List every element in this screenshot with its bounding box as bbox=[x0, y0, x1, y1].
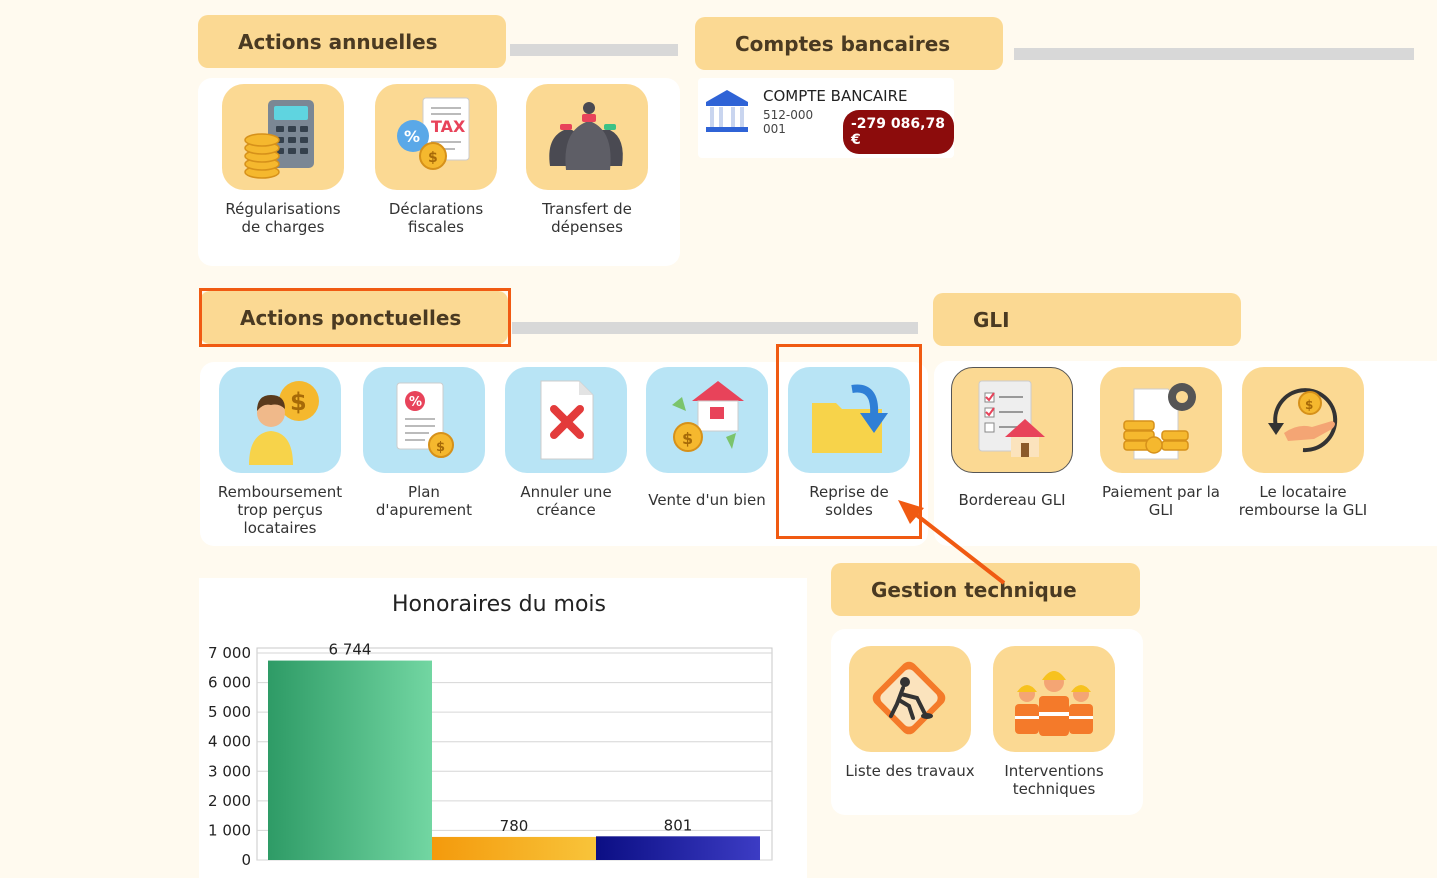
balance-badge: -279 086,78 € bbox=[843, 110, 954, 154]
y-tick-label: 2 000 bbox=[208, 792, 251, 810]
section-title: Actions annuelles bbox=[238, 29, 438, 54]
highlight-oneoff-header bbox=[199, 288, 511, 347]
tile-reprise-soldes[interactable]: Reprise de soldes bbox=[784, 367, 914, 519]
calculator-coins-icon bbox=[222, 84, 344, 190]
svg-text:$: $ bbox=[436, 440, 445, 455]
svg-text:$: $ bbox=[682, 429, 693, 448]
bank-account-card[interactable]: COMPTE BANCAIRE 512-000001 -279 086,78 € bbox=[698, 78, 954, 158]
section-header-tech: Gestion technique bbox=[831, 563, 1140, 616]
svg-text:$: $ bbox=[1305, 398, 1313, 412]
svg-text:$: $ bbox=[290, 388, 307, 416]
y-tick-label: 1 000 bbox=[208, 821, 251, 839]
folder-arrow-icon bbox=[788, 367, 910, 473]
tile-label: Remboursement trop perçus locataires bbox=[217, 483, 343, 537]
tile-transfert-depenses[interactable]: Transfert de dépenses bbox=[522, 84, 652, 236]
highlight-reprise-soldes bbox=[776, 344, 922, 539]
tile-label: Plan d'apurement bbox=[375, 483, 473, 519]
tile-locataire-rembourse-gli[interactable]: $ Le locataire rembourse la GLI bbox=[1237, 367, 1369, 519]
section-header-gli: GLI bbox=[933, 293, 1241, 346]
tax-document-icon: TAX % $ bbox=[375, 84, 497, 190]
svg-text:$: $ bbox=[428, 150, 438, 166]
tile-label: Paiement par la GLI bbox=[1102, 483, 1220, 519]
tile-vente-bien[interactable]: $ Vente d'un bien bbox=[642, 367, 772, 509]
percent-document-icon: % $ bbox=[363, 367, 485, 473]
y-tick-label: 0 bbox=[241, 851, 251, 869]
checklist-house-icon bbox=[951, 367, 1073, 473]
data-label: 6 744 bbox=[329, 641, 372, 659]
svg-text:%: % bbox=[409, 395, 422, 410]
bar bbox=[432, 836, 596, 860]
bank-account-label: COMPTE BANCAIRE bbox=[763, 87, 908, 105]
section-header-oneoff: Actions ponctuelles bbox=[200, 291, 508, 344]
data-label: 801 bbox=[664, 816, 693, 834]
divider bbox=[512, 322, 918, 334]
section-header-annual: Actions annuelles bbox=[198, 15, 506, 68]
tile-label: Transfert de dépenses bbox=[542, 200, 632, 236]
refund-hand-icon: $ bbox=[1242, 367, 1364, 473]
y-tick-label: 3 000 bbox=[208, 762, 251, 780]
section-title: Gestion technique bbox=[871, 577, 1077, 602]
tile-plan-apurement[interactable]: % $ Plan d'apurement bbox=[359, 367, 489, 519]
tile-label: Déclarations fiscales bbox=[388, 200, 484, 236]
section-title: Comptes bancaires bbox=[735, 31, 951, 56]
money-bags-icon bbox=[526, 84, 648, 190]
y-tick-label: 5 000 bbox=[208, 703, 251, 721]
honoraires-chart: 0 1 000 2 000 3 000 4 000 5 000 6 000 7 000 6 74… bbox=[208, 641, 773, 869]
tile-interventions-techniques[interactable]: Interventions techniques bbox=[989, 646, 1119, 798]
workers-icon bbox=[993, 646, 1115, 752]
section-title: Actions ponctuelles bbox=[240, 305, 462, 330]
chart-title: Honoraires du mois bbox=[392, 592, 606, 617]
tile-bordereau-gli[interactable]: Bordereau GLI bbox=[947, 367, 1077, 509]
bar bbox=[268, 660, 432, 860]
divider bbox=[510, 44, 678, 56]
person-dollar-icon: $ bbox=[219, 367, 341, 473]
roadwork-sign-icon bbox=[849, 646, 971, 752]
tile-liste-travaux[interactable]: Liste des travaux bbox=[845, 646, 975, 780]
bank-building-icon bbox=[704, 88, 750, 138]
tile-label: Interventions techniques bbox=[1004, 762, 1104, 798]
section-header-bank: Comptes bancaires bbox=[695, 17, 1003, 70]
house-sale-icon: $ bbox=[646, 367, 768, 473]
divider bbox=[1014, 48, 1414, 60]
data-label: 780 bbox=[500, 817, 529, 835]
cancel-document-icon bbox=[505, 367, 627, 473]
tile-label: Bordereau GLI bbox=[958, 491, 1066, 509]
tile-declarations-fiscales[interactable]: TAX % $ Déclarations fiscales bbox=[371, 84, 501, 236]
tile-label: Reprise de soldes bbox=[809, 483, 889, 519]
y-tick-label: 7 000 bbox=[208, 644, 251, 662]
tile-label: Vente d'un bien bbox=[648, 491, 766, 509]
bank-account-number: 512-000001 bbox=[763, 108, 814, 136]
tile-regularisations[interactable]: Régularisations de charges bbox=[218, 84, 348, 236]
svg-text:TAX: TAX bbox=[431, 117, 466, 136]
payment-gear-icon bbox=[1100, 367, 1222, 473]
tile-label: Liste des travaux bbox=[845, 762, 975, 780]
section-title: GLI bbox=[973, 307, 1010, 332]
y-tick-label: 4 000 bbox=[208, 733, 251, 751]
tile-paiement-gli[interactable]: Paiement par la GLI bbox=[1096, 367, 1226, 519]
tile-annuler-creance[interactable]: Annuler une créance bbox=[501, 367, 631, 519]
y-tick-label: 6 000 bbox=[208, 674, 251, 692]
tile-label: Régularisations de charges bbox=[225, 200, 341, 236]
tile-remboursement-trop-percus[interactable]: $ Remboursement trop perçus locataires bbox=[215, 367, 345, 537]
svg-text:%: % bbox=[404, 127, 420, 146]
tile-label: Annuler une créance bbox=[520, 483, 612, 519]
bar bbox=[596, 836, 760, 860]
tile-label: Le locataire rembourse la GLI bbox=[1238, 483, 1368, 519]
